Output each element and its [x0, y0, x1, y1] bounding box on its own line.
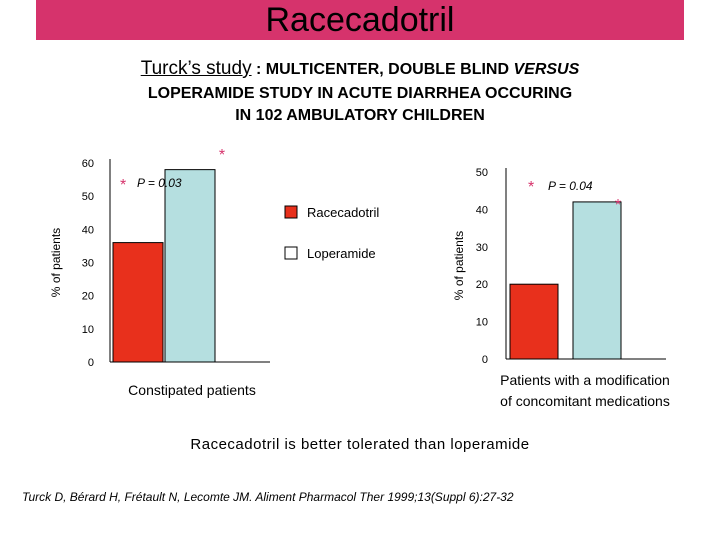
y-tick-label: 30 — [476, 242, 488, 254]
y-tick-label: 10 — [82, 324, 94, 336]
subtitle-separator: : — [251, 61, 266, 78]
bar-loperamide — [572, 201, 622, 360]
subtitle-line-1: Turck’s study : MULTICENTER, DOUBLE BLIN… — [0, 58, 720, 81]
study-name: Turck’s study — [140, 58, 252, 79]
subtitle-line-3: IN 102 AMBULATORY CHILDREN — [235, 107, 485, 124]
bar-racecadotril — [509, 283, 559, 360]
significance-star: * — [120, 177, 126, 194]
y-tick-label: 20 — [476, 279, 488, 291]
y-tick-label: 20 — [82, 291, 94, 303]
legend-label: Loperamide — [307, 246, 376, 261]
y-tick-label: 40 — [476, 204, 488, 216]
legend-swatch-racecadotril — [284, 205, 298, 219]
category-label: of concomitant medications — [500, 393, 670, 409]
y-tick-label: 60 — [82, 158, 94, 170]
y-tick-label: 0 — [482, 354, 488, 366]
bar-star: * — [615, 197, 621, 214]
subtitle-line-2: LOPERAMIDE STUDY IN ACUTE DIARRHEA OCCUR… — [147, 85, 573, 102]
y-axis-label: % of patients — [452, 231, 466, 300]
bar-loperamide — [164, 169, 216, 363]
category-label: Patients with a modification — [500, 372, 670, 388]
y-tick-label: 30 — [82, 258, 94, 270]
y-tick-label: 0 — [88, 357, 94, 369]
category-label: Constipated patients — [128, 382, 256, 398]
y-axis-label: % of patients — [49, 228, 63, 297]
reference-citation: Turck D, Bérard H, Frétault N, Lecomte J… — [22, 490, 514, 504]
bar-racecadotril — [112, 242, 164, 363]
bar-star: * — [219, 147, 225, 164]
y-tick-label: 50 — [82, 191, 94, 203]
slide-title: Racecadotril — [36, 0, 684, 40]
y-tick-label: 10 — [476, 317, 488, 329]
significance-star: * — [528, 179, 534, 196]
y-tick-label: 40 — [82, 224, 94, 236]
legend-swatch-loperamide — [284, 246, 298, 260]
legend-label: Racecadotril — [307, 205, 379, 220]
subtitle-versus: VERSUS — [513, 61, 580, 78]
p-value-label: P = 0.04 — [548, 179, 593, 193]
p-value-label: P = 0.03 — [137, 176, 182, 190]
y-tick-label: 50 — [476, 167, 488, 179]
conclusion-text: Racecadotril is better tolerated than lo… — [190, 436, 530, 453]
subtitle-line-1-text: MULTICENTER, DOUBLE BLIND — [265, 61, 514, 78]
